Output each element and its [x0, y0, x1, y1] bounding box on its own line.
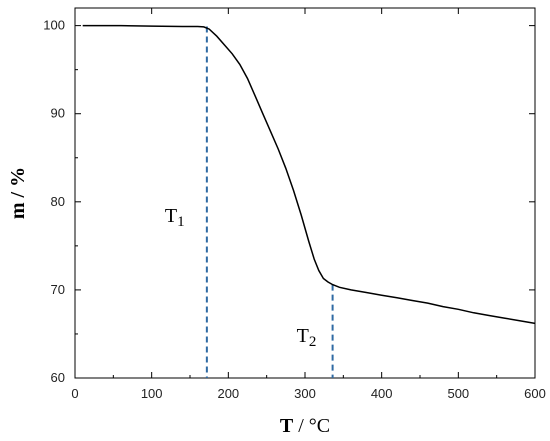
- x-tick-label: 500: [447, 386, 469, 401]
- annotation-label: T1: [165, 205, 185, 230]
- x-tick-label: 600: [524, 386, 546, 401]
- annotation-label-main: T: [165, 205, 177, 227]
- annotation-label-sub: 1: [177, 214, 185, 230]
- y-axis: 60 70 80 90 100: [43, 18, 535, 385]
- plot-frame: [74, 7, 536, 379]
- x-tick-label: 0: [71, 386, 78, 401]
- x-tick-label: 300: [294, 386, 316, 401]
- y-tick-label: 90: [51, 106, 65, 121]
- annotation-label: T2: [297, 325, 317, 350]
- y-tick-label: 80: [51, 194, 65, 209]
- series-line: [82, 24, 536, 325]
- x-tick-label: 400: [371, 386, 393, 401]
- x-tick-label: 100: [141, 386, 163, 401]
- x-axis-title: T / °C: [280, 415, 330, 437]
- y-axis-title: m / %: [7, 167, 29, 219]
- y-tick-label: 60: [51, 370, 65, 385]
- x-axis-title-symbol: T: [280, 415, 294, 437]
- x-tick-label: 200: [217, 386, 239, 401]
- annotation-label-sub: 2: [309, 334, 317, 350]
- y-tick-label: 70: [51, 282, 65, 297]
- x-axis-title-unit: / °C: [293, 415, 330, 437]
- x-axis: 0 100 200 300 400 500 600: [71, 8, 546, 401]
- y-tick-label: 100: [43, 18, 65, 33]
- annotation-label-main: T: [297, 325, 309, 347]
